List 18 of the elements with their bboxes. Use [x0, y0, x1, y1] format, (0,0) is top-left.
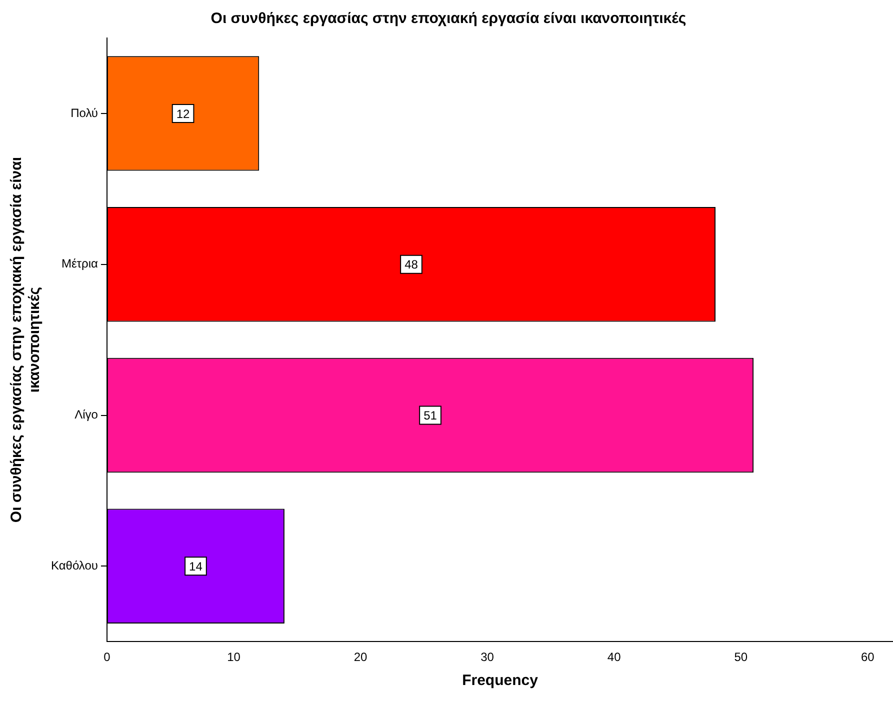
data-label: 12 — [176, 106, 190, 121]
x-axis-title: Frequency — [462, 672, 539, 690]
chart-title: Οι συνθήκες εργασίας στην εποχιακή εργασία είναι ικανοποιητικές — [210, 10, 686, 28]
x-tick-label: 60 — [860, 650, 875, 664]
x-tick-label: 30 — [480, 650, 494, 664]
data-label: 51 — [424, 408, 438, 423]
y-tick-label: Καθόλου — [51, 558, 98, 572]
data-label: 48 — [404, 258, 418, 272]
x-tick-label: 50 — [734, 650, 748, 664]
x-tick-label: 40 — [607, 650, 622, 664]
y-tick-label: Πολύ — [70, 106, 98, 120]
y-tick-label: Μέτρια — [61, 256, 98, 271]
x-tick-label: 10 — [227, 650, 241, 664]
y-axis-title: Οι συνθήκες εργασίας στην εποχιακή εργασία είναι ικανοποιητικές — [8, 157, 44, 523]
x-tick-label: 0 — [104, 650, 111, 664]
y-tick-label: Λίγο — [74, 408, 98, 422]
data-label: 14 — [189, 559, 203, 574]
x-tick-label: 20 — [354, 650, 368, 664]
